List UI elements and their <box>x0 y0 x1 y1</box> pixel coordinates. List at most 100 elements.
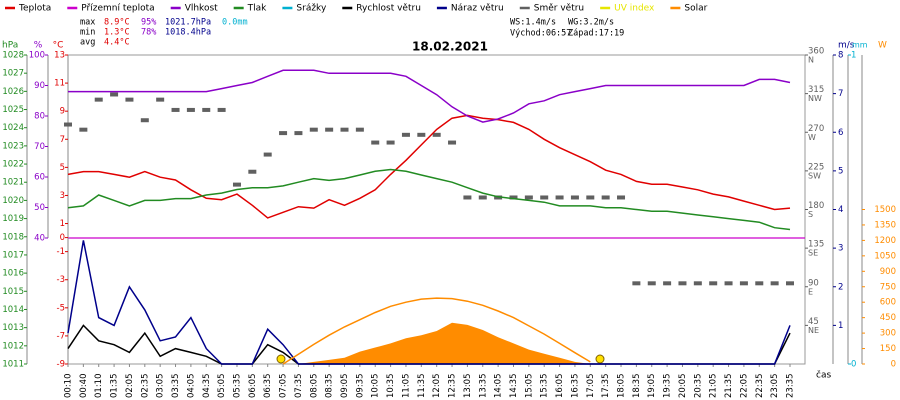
x-tick-label: 20:35 <box>693 374 703 399</box>
stat-value: 1.3°C <box>104 28 130 38</box>
y-tick-label: 0 <box>60 233 65 243</box>
direction-dot <box>156 97 165 102</box>
legend-label: Přízemní teplota <box>81 4 154 14</box>
y-tick-label: 1022 <box>2 160 24 170</box>
sun-info: Západ:17:19 <box>568 29 624 39</box>
series-line <box>282 297 591 365</box>
legend-label: Srážky <box>296 4 327 14</box>
x-tick-label: 06:35 <box>263 374 273 399</box>
y-tick-label: 90 <box>34 81 45 91</box>
y-tick-label: -5 <box>57 303 65 313</box>
y-tick-label: 13 <box>54 51 65 61</box>
legend-label: UV index <box>614 4 655 14</box>
y-tick-label: 9 <box>60 107 65 117</box>
stat-value: min <box>80 28 95 38</box>
direction-dot <box>663 281 672 286</box>
x-tick-label: 14:05 <box>494 374 504 399</box>
axis-unit: m/s <box>838 41 855 51</box>
legend-label: Náraz větru <box>451 4 504 14</box>
direction-dot <box>202 107 211 112</box>
y-tick-label: 4 <box>838 205 843 215</box>
y-tick-label: 2 <box>838 282 843 292</box>
y-tick-label: 600 <box>880 298 896 308</box>
stat-value: 1021.7hPa <box>165 18 211 28</box>
x-tick-label: 16:35 <box>570 374 580 399</box>
x-tick-label: 21:05 <box>709 374 719 399</box>
x-tick-label: 04:35 <box>202 374 212 399</box>
compass-label: NW <box>808 94 822 103</box>
x-tick-label: 09:05 <box>340 374 350 399</box>
stat-value: 4.4°C <box>104 38 130 48</box>
direction-dot <box>540 195 549 200</box>
direction-dot <box>570 195 579 200</box>
y-tick-label: 7 <box>60 135 65 145</box>
axis-unit: % <box>34 41 43 51</box>
sun-info: Východ:06:57 <box>510 29 571 39</box>
direction-dot <box>632 281 641 286</box>
x-tick-label: 05:05 <box>217 374 227 399</box>
direction-dot <box>309 127 318 132</box>
direction-dot <box>524 195 533 200</box>
x-tick-label: 19:35 <box>663 374 673 399</box>
x-tick-label: 22:05 <box>739 374 749 399</box>
series-area <box>68 322 790 364</box>
y-tick-label: 0 <box>851 360 856 370</box>
legend-label: Rychlost větru <box>356 4 421 14</box>
direction-dot <box>371 140 380 145</box>
y-tick-label: 900 <box>880 267 896 277</box>
x-tick-label: 18:05 <box>617 374 627 399</box>
series-line <box>67 114 791 219</box>
y-tick-label: -9 <box>57 360 65 370</box>
y-tick-label: 300 <box>880 329 896 339</box>
direction-dot <box>693 281 702 286</box>
direction-dot <box>786 281 794 286</box>
y-tick-label: 1350 <box>874 220 896 230</box>
direction-dot <box>770 281 779 286</box>
y-tick-label: -3 <box>57 275 65 285</box>
legend-label: Tlak <box>247 4 268 14</box>
y-tick-label: 100 <box>29 51 45 61</box>
y-tick-label: 450 <box>880 313 896 323</box>
x-tick-label: 14:35 <box>509 374 519 399</box>
direction-dot <box>709 281 718 286</box>
direction-dot <box>432 132 441 137</box>
y-tick-label: 1200 <box>874 236 896 246</box>
y-tick-label: 1018 <box>2 232 24 242</box>
y-tick-label: 180 <box>808 201 824 211</box>
y-tick-label: 1 <box>60 219 65 229</box>
direction-dot <box>509 195 518 200</box>
x-tick-label: 07:05 <box>279 374 289 399</box>
series-line <box>67 240 791 365</box>
x-tick-label: 01:10 <box>94 374 104 399</box>
direction-dot <box>617 195 626 200</box>
legend-label: Vlhkost <box>185 4 218 14</box>
compass-label: S <box>808 210 813 219</box>
stat-value: 95% <box>141 18 156 28</box>
y-tick-label: 60 <box>34 173 45 183</box>
direction-dot <box>294 131 303 136</box>
chart-title: 18.02.2021 <box>412 40 488 54</box>
x-tick-label: 19:05 <box>647 374 657 399</box>
direction-dot <box>125 97 134 102</box>
y-tick-label: 1014 <box>2 305 24 315</box>
x-tick-label: 08:35 <box>325 374 335 399</box>
x-tick-label: 11:05 <box>401 374 411 399</box>
x-tick-label: 05:35 <box>232 374 242 399</box>
x-tick-label: 07:35 <box>294 374 304 399</box>
x-tick-label: 00:10 <box>64 374 74 399</box>
x-tick-label: 12:05 <box>432 374 442 399</box>
compass-label: W <box>808 133 816 142</box>
y-tick-label: 1024 <box>2 123 24 133</box>
x-tick-label: 13:35 <box>478 374 488 399</box>
direction-dot <box>647 281 656 286</box>
sunrise-marker <box>276 354 286 364</box>
y-tick-label: 360 <box>808 47 824 57</box>
series-line <box>67 168 791 231</box>
y-tick-label: 1 <box>838 321 843 331</box>
y-tick-label: 150 <box>880 344 896 354</box>
y-tick-label: 11 <box>54 79 65 89</box>
x-tick-label: 04:05 <box>186 374 196 399</box>
direction-dot <box>386 140 395 145</box>
direction-dot <box>448 140 457 145</box>
x-tick-label: 20:05 <box>678 374 688 399</box>
